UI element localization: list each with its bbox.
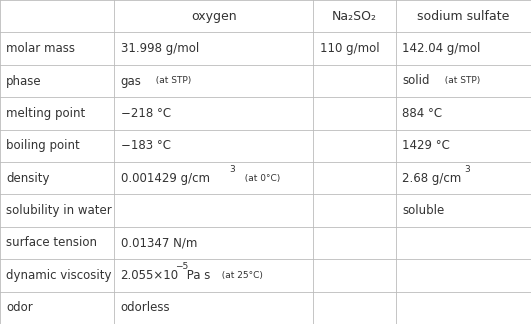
Text: solid: solid [402, 75, 430, 87]
Text: 0.001429 g/cm: 0.001429 g/cm [121, 172, 210, 185]
Text: 142.04 g/mol: 142.04 g/mol [402, 42, 481, 55]
Text: −183 °C: −183 °C [121, 139, 170, 152]
Text: (at 25°C): (at 25°C) [216, 271, 263, 280]
Text: melting point: melting point [6, 107, 85, 120]
Text: density: density [6, 172, 50, 185]
Text: soluble: soluble [402, 204, 444, 217]
Text: 884 °C: 884 °C [402, 107, 442, 120]
Text: −218 °C: −218 °C [121, 107, 170, 120]
Text: gas: gas [121, 75, 141, 87]
Text: phase: phase [6, 75, 42, 87]
Text: 3: 3 [465, 165, 470, 174]
Text: oxygen: oxygen [191, 10, 236, 23]
Text: 1429 °C: 1429 °C [402, 139, 450, 152]
Text: surface tension: surface tension [6, 237, 97, 249]
Text: odorless: odorless [121, 301, 170, 314]
Text: 31.998 g/mol: 31.998 g/mol [121, 42, 199, 55]
Text: boiling point: boiling point [6, 139, 80, 152]
Text: odor: odor [6, 301, 33, 314]
Text: Na₂SO₂: Na₂SO₂ [332, 10, 377, 23]
Text: 110 g/mol: 110 g/mol [320, 42, 379, 55]
Text: Pa s: Pa s [183, 269, 211, 282]
Text: 0.01347 N/m: 0.01347 N/m [121, 237, 197, 249]
Text: (at STP): (at STP) [439, 76, 481, 86]
Text: dynamic viscosity: dynamic viscosity [6, 269, 112, 282]
Text: solubility in water: solubility in water [6, 204, 112, 217]
Text: 2.68 g/cm: 2.68 g/cm [402, 172, 461, 185]
Text: 2.055×10: 2.055×10 [121, 269, 178, 282]
Text: (at 0°C): (at 0°C) [239, 174, 280, 183]
Text: −5: −5 [175, 262, 188, 271]
Text: (at STP): (at STP) [150, 76, 191, 86]
Text: sodium sulfate: sodium sulfate [417, 10, 509, 23]
Text: 3: 3 [229, 165, 235, 174]
Text: molar mass: molar mass [6, 42, 75, 55]
